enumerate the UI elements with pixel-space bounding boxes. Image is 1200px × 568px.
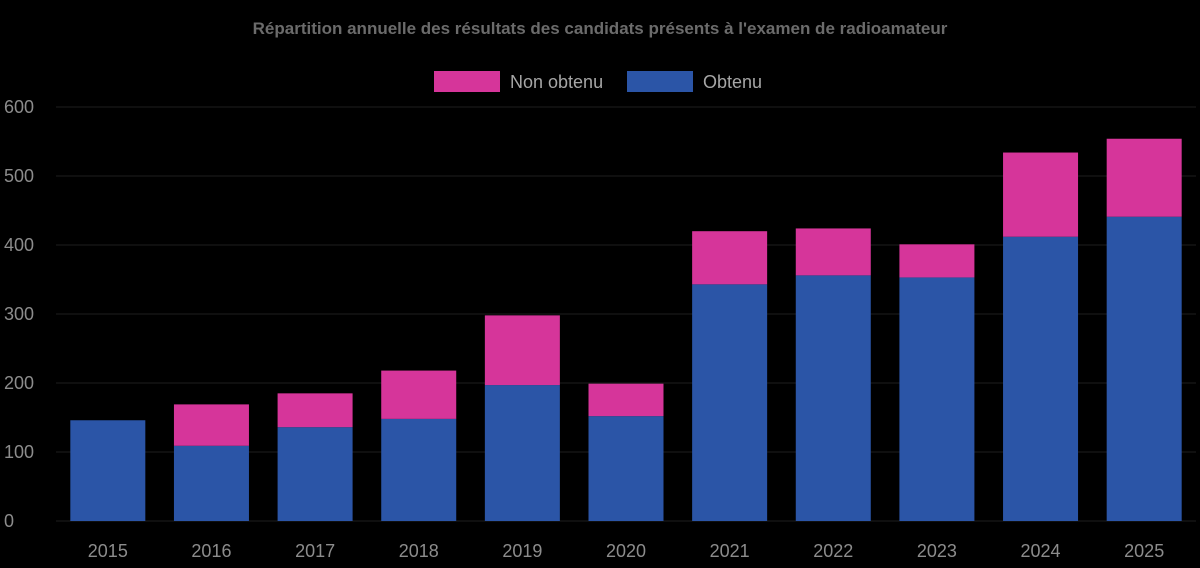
y-tick-label-100: 100 xyxy=(4,442,34,462)
bar-non-obtenu-2020[interactable] xyxy=(588,383,664,417)
x-tick-label-2017: 2017 xyxy=(295,541,335,561)
bar-non-obtenu-2024[interactable] xyxy=(1003,152,1079,237)
bar-non-obtenu-2021[interactable] xyxy=(692,231,768,285)
x-tick-label-2015: 2015 xyxy=(88,541,128,561)
x-tick-label-2020: 2020 xyxy=(606,541,646,561)
bar-obtenu-2021[interactable] xyxy=(692,284,768,521)
legend-item-non-obtenu[interactable]: Non obtenu xyxy=(434,71,603,92)
bar-obtenu-2019[interactable] xyxy=(484,385,560,521)
y-tick-label-600: 600 xyxy=(4,97,34,117)
chart-title: Répartition annuelle des résultats des c… xyxy=(253,19,948,38)
bar-obtenu-2024[interactable] xyxy=(1003,236,1079,521)
x-tick-label-2018: 2018 xyxy=(399,541,439,561)
legend-item-obtenu[interactable]: Obtenu xyxy=(627,71,762,92)
y-tick-label-200: 200 xyxy=(4,373,34,393)
x-tick-label-2023: 2023 xyxy=(917,541,957,561)
y-tick-label-300: 300 xyxy=(4,304,34,324)
bar-non-obtenu-2025[interactable] xyxy=(1106,138,1182,217)
bar-obtenu-2018[interactable] xyxy=(381,418,457,521)
legend-swatch-non-obtenu xyxy=(434,71,500,92)
bar-obtenu-2016[interactable] xyxy=(173,445,249,521)
bar-obtenu-2022[interactable] xyxy=(795,275,871,521)
bar-non-obtenu-2016[interactable] xyxy=(173,404,249,446)
legend-label-obtenu: Obtenu xyxy=(703,72,762,92)
bar-obtenu-2025[interactable] xyxy=(1106,216,1182,521)
x-axis-ticks: 2015 2016 2017 2018 2019 2020 2021 2022 2023 2024… xyxy=(88,541,1164,561)
y-tick-label-0: 0 xyxy=(4,511,14,531)
legend-swatch-obtenu xyxy=(627,71,693,92)
bar-obtenu-2015[interactable] xyxy=(70,420,146,521)
bar-non-obtenu-2018[interactable] xyxy=(381,370,457,419)
bar-obtenu-2017[interactable] xyxy=(277,427,353,521)
x-tick-label-2024: 2024 xyxy=(1021,541,1061,561)
y-axis-ticks: 0 100 200 300 400 500 600 xyxy=(4,97,34,531)
y-tick-label-500: 500 xyxy=(4,166,34,186)
bar-obtenu-2023[interactable] xyxy=(899,277,975,521)
bar-non-obtenu-2019[interactable] xyxy=(484,315,560,386)
x-tick-label-2019: 2019 xyxy=(502,541,542,561)
legend-label-non-obtenu: Non obtenu xyxy=(510,72,603,92)
x-tick-label-2016: 2016 xyxy=(191,541,231,561)
x-tick-label-2025: 2025 xyxy=(1124,541,1164,561)
bar-non-obtenu-2017[interactable] xyxy=(277,393,353,428)
legend: Non obtenu Obtenu xyxy=(434,71,762,92)
bars xyxy=(70,138,1182,521)
y-tick-label-400: 400 xyxy=(4,235,34,255)
x-tick-label-2022: 2022 xyxy=(813,541,853,561)
bar-non-obtenu-2023[interactable] xyxy=(899,244,975,278)
bar-non-obtenu-2022[interactable] xyxy=(795,228,871,276)
x-tick-label-2021: 2021 xyxy=(710,541,750,561)
bar-obtenu-2020[interactable] xyxy=(588,416,664,521)
